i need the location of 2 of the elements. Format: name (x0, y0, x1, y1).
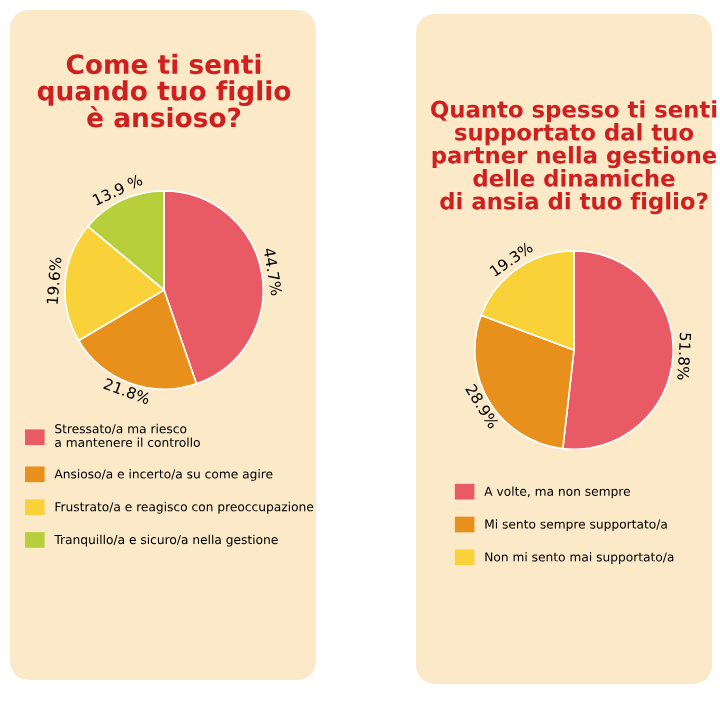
chart-title: Come ti senti quando tuo figlio è ansioso? (37, 53, 291, 128)
chart-title: Quanto spesso ti senti supportato dal tuo partner nella gestione delle dinamiche di ansia di tuo figlio? (431, 100, 717, 215)
